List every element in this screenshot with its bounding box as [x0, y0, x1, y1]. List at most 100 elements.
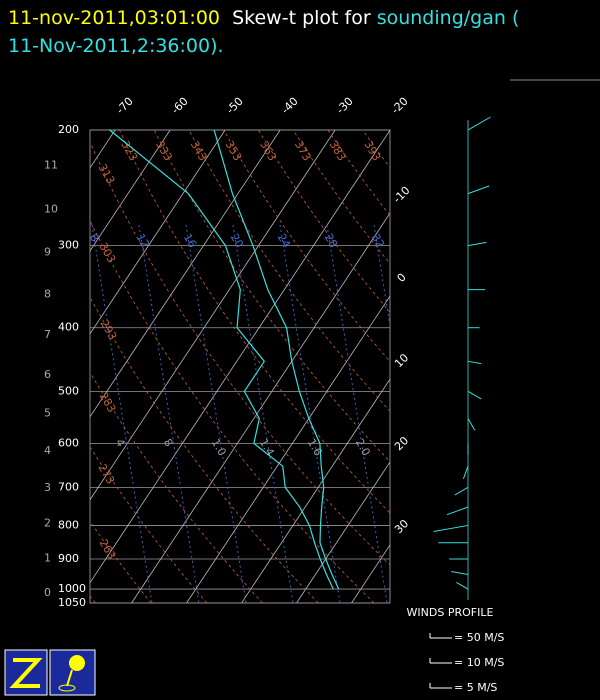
wind-barb	[446, 506, 469, 516]
source: sounding/gan (	[376, 7, 520, 29]
isotherm	[351, 544, 390, 603]
time: 11-nov-2011,03:01:00	[8, 7, 221, 29]
dry-adiabat-label: 313	[96, 162, 118, 187]
wind-barb	[456, 581, 469, 590]
y-tick-label: 1050	[58, 596, 86, 609]
wind-barb	[467, 360, 482, 365]
y-tick-label: 900	[58, 552, 79, 565]
title: Skew-t plot for	[232, 7, 371, 29]
wind-barb	[462, 466, 469, 479]
x-tick-label: 10	[392, 351, 411, 370]
moist-label: 8	[161, 437, 176, 450]
x-tick-label: -30	[334, 95, 356, 117]
dry-adiabat	[223, 130, 390, 362]
moist-label: 2.0	[353, 437, 373, 459]
mixing-ratio-line	[326, 224, 388, 603]
sounding-line	[213, 129, 340, 590]
mixing-ratio-line	[279, 224, 341, 603]
height-label: 7	[44, 328, 51, 341]
mixing-ratio-line	[232, 224, 294, 603]
moist-label: 4	[113, 437, 128, 450]
dry-adiabat	[90, 296, 319, 603]
mixing-ratio-label: 28	[322, 232, 340, 251]
wind-barb	[467, 390, 482, 400]
y-tick-label: 500	[58, 384, 79, 397]
isotherm	[90, 130, 116, 169]
isotherm	[131, 212, 390, 603]
y-tick-label: 700	[58, 480, 79, 493]
dry-adiabat	[90, 141, 390, 566]
y-tick-label: 600	[58, 436, 79, 449]
height-label: 3	[44, 481, 51, 494]
dry-adiabat-label: 323	[118, 139, 140, 164]
x-tick-label: 20	[392, 434, 411, 453]
dry-adiabat	[327, 130, 390, 217]
dry-adiabat-label: 263	[97, 537, 119, 562]
mixing-ratio-label: 32	[369, 232, 387, 251]
dry-adiabat	[188, 130, 390, 412]
mixing-ratio-label: 12	[134, 232, 152, 251]
dry-adiabat-label: 343	[188, 139, 210, 164]
dry-adiabat	[258, 130, 390, 313]
x-tick-label: -50	[224, 95, 246, 117]
plot-frame	[89, 129, 391, 604]
moist-label: 1.0	[209, 437, 229, 459]
sounding-line	[109, 129, 334, 590]
isotherm	[90, 130, 171, 252]
mixing-ratio-line	[91, 224, 153, 603]
isotherm	[90, 130, 390, 584]
mixing-ratio-label: 16	[181, 232, 199, 251]
x-tick-label: -70	[114, 95, 136, 117]
x-tick-label: -40	[279, 95, 301, 117]
y-tick-label: 800	[58, 518, 79, 531]
height-label: 8	[44, 287, 51, 300]
dry-adiabat-label: 383	[327, 139, 349, 164]
x-tick-label: -60	[169, 95, 191, 117]
isotherm	[90, 130, 226, 335]
moist-label: 1.6	[305, 437, 325, 459]
x-tick-label: 30	[392, 517, 411, 536]
dry-adiabat	[90, 371, 263, 603]
mixing-ratio-line	[138, 224, 200, 603]
mixing-ratio-label: 8	[87, 232, 102, 245]
dry-adiabat	[90, 595, 96, 603]
y-tick-label: 400	[58, 321, 79, 334]
height-label: 9	[44, 246, 51, 259]
height-label: 10	[44, 203, 58, 216]
mixing-ratio-line	[185, 224, 247, 603]
dry-adiabat	[119, 130, 390, 514]
isotherm	[90, 130, 281, 418]
wind-barb	[451, 571, 469, 575]
dry-adiabat	[90, 520, 152, 603]
wind-barb	[433, 524, 469, 533]
header: 11-nov-2011,03:01:00 Skew-t plot for sou…	[8, 4, 598, 60]
dry-adiabat	[153, 130, 390, 463]
mixing-ratio-label: 24	[275, 232, 293, 251]
wind-barb	[467, 116, 491, 131]
dry-adiabat-label: 373	[292, 139, 314, 164]
wind-barb	[467, 418, 476, 431]
wind-title: WINDS PROFILE	[407, 606, 494, 619]
height-label: 6	[44, 368, 51, 381]
dry-adiabat-label: 303	[96, 240, 118, 265]
logo	[4, 649, 96, 696]
y-tick-label: 300	[58, 239, 79, 252]
legend-label: = 10 M/S	[454, 656, 504, 669]
dry-adiabat	[292, 130, 390, 265]
mixing-ratio-label: 20	[228, 232, 246, 251]
height-label: 4	[44, 444, 51, 457]
legend-label: = 50 M/S	[454, 631, 504, 644]
isotherm	[241, 378, 390, 603]
height-label: 5	[44, 406, 51, 419]
height-label: 2	[44, 517, 51, 530]
isotherm	[90, 130, 336, 501]
wind-barb	[467, 241, 487, 247]
legend-label: = 5 M/S	[454, 681, 497, 694]
height-label: 0	[44, 586, 51, 599]
height-label: 11	[44, 158, 58, 171]
height-label: 1	[44, 552, 51, 565]
source-time: 11-Nov-2011,2:36:00).	[8, 35, 224, 57]
wind-barb	[454, 486, 469, 496]
